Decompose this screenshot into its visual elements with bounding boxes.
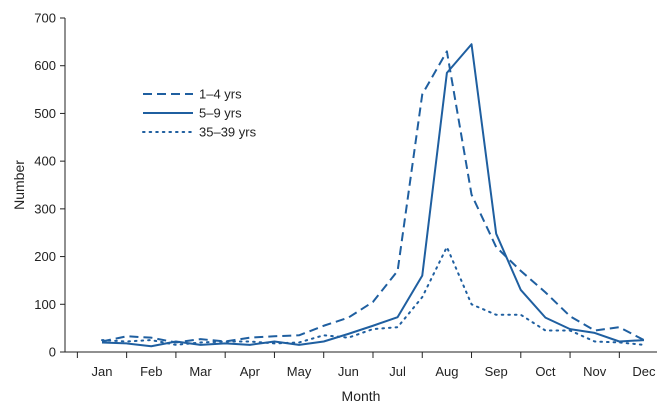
x-tick-label: Jul [389,364,406,379]
y-tick-label: 400 [34,154,56,169]
y-tick-label: 200 [34,249,56,264]
y-axis-title: Number [11,160,27,210]
legend-label: 5–9 yrs [199,106,242,121]
x-tick-label: Sep [485,364,508,379]
series-group [101,43,645,348]
x-tick-label: May [287,364,312,379]
x-tick-label: Oct [535,364,556,379]
series-line-2 [101,43,645,348]
series-line-3 [101,246,645,346]
axes [64,18,657,353]
y-tick-label: 100 [34,297,56,312]
y-tick-label: 700 [34,11,56,26]
y-tick-label: 0 [49,345,56,360]
x-tick-label: Jun [338,364,359,379]
x-tick-label: Jan [92,364,113,379]
x-axis-title: Month [342,388,381,404]
y-ticks: 0 100 200 300 400 500 600 700 [34,11,65,360]
x-tick-label: Nov [583,364,607,379]
legend: 1–4 yrs 5–9 yrs 35–39 yrs [142,87,257,140]
y-tick-label: 600 [34,58,56,73]
y-tick-label: 300 [34,201,56,216]
x-tick-label: Apr [240,364,261,379]
legend-label: 35–39 yrs [199,125,257,140]
y-tick-label: 500 [34,106,56,121]
series-line-1 [101,50,645,344]
x-tick-label: Mar [189,364,212,379]
x-tick-label: Dec [632,364,656,379]
x-ticks: Jan Feb Mar Apr May Jun Jul Aug Sep Oct Nov Dec [76,352,656,379]
x-tick-label: Aug [435,364,458,379]
legend-label: 1–4 yrs [199,87,242,102]
x-tick-label: Feb [140,364,162,379]
